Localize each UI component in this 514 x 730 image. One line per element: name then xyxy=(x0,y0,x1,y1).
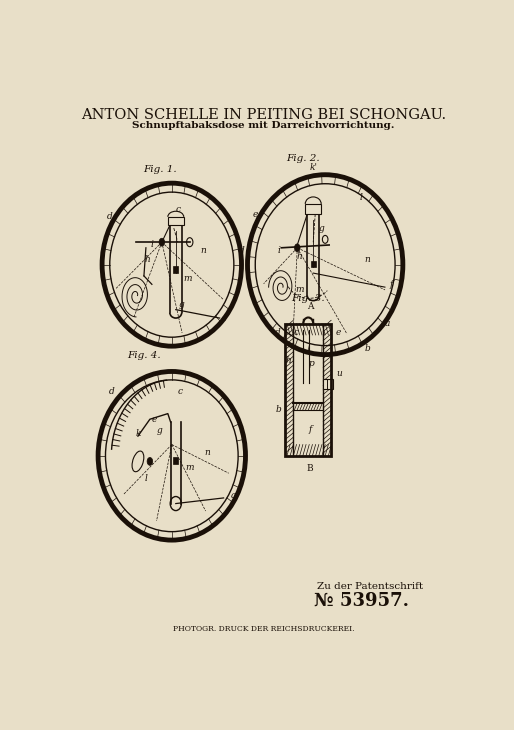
Text: d: d xyxy=(238,246,244,255)
Text: p: p xyxy=(308,358,314,367)
Text: h: h xyxy=(286,356,291,365)
Text: a: a xyxy=(221,314,226,323)
Bar xyxy=(285,323,331,456)
Text: n: n xyxy=(364,255,370,264)
Text: n: n xyxy=(205,448,211,458)
Bar xyxy=(311,261,316,267)
Circle shape xyxy=(159,238,164,246)
Text: k: k xyxy=(135,429,141,438)
Text: b: b xyxy=(364,345,370,353)
Text: c: c xyxy=(175,205,180,214)
Bar xyxy=(173,266,178,273)
Text: l: l xyxy=(360,193,362,201)
Text: Fig. 3.: Fig. 3. xyxy=(291,294,325,303)
Bar xyxy=(168,217,184,226)
Text: f: f xyxy=(309,425,312,434)
Text: m: m xyxy=(186,463,194,472)
Text: l: l xyxy=(144,474,148,483)
Circle shape xyxy=(295,244,300,252)
Text: B: B xyxy=(307,464,314,472)
Text: d: d xyxy=(107,212,113,221)
Text: i: i xyxy=(151,240,153,250)
Text: n: n xyxy=(201,246,207,255)
Circle shape xyxy=(147,458,153,465)
Text: PHOTOGR. DRUCK DER REICHSDRUCKEREI.: PHOTOGR. DRUCK DER REICHSDRUCKEREI. xyxy=(173,626,354,634)
Text: A: A xyxy=(307,302,314,311)
Text: № 53957.: № 53957. xyxy=(315,592,410,610)
Text: h: h xyxy=(145,255,151,264)
Text: a: a xyxy=(384,319,390,328)
Text: e: e xyxy=(151,415,157,423)
Text: d: d xyxy=(109,387,115,396)
Text: m: m xyxy=(295,285,304,294)
Text: Schnupftabaksdose mit Darreichvorrichtung.: Schnupftabaksdose mit Darreichvorrichtun… xyxy=(132,121,395,131)
Text: Zu der Patentschrift: Zu der Patentschrift xyxy=(317,583,424,591)
Text: g: g xyxy=(318,223,324,233)
Text: e: e xyxy=(253,210,258,218)
Text: Fig. 1.: Fig. 1. xyxy=(143,164,177,174)
Text: m: m xyxy=(183,274,192,283)
Bar xyxy=(173,458,178,464)
Bar xyxy=(305,204,321,214)
Text: g: g xyxy=(179,299,185,309)
Text: Fig. 4.: Fig. 4. xyxy=(127,351,161,360)
Text: i: i xyxy=(278,246,281,255)
Text: Fig. 2.: Fig. 2. xyxy=(286,155,320,164)
Text: h: h xyxy=(297,252,302,261)
Text: d: d xyxy=(276,328,281,337)
Text: ANTON SCHELLE IN PEITING BEI SCHONGAU.: ANTON SCHELLE IN PEITING BEI SCHONGAU. xyxy=(81,107,446,122)
Bar xyxy=(323,379,333,389)
Text: u: u xyxy=(336,369,342,378)
Text: c: c xyxy=(177,387,182,396)
Text: b: b xyxy=(276,405,281,414)
Text: f: f xyxy=(389,280,393,289)
Text: k': k' xyxy=(309,163,317,172)
Bar xyxy=(285,323,293,456)
Text: e: e xyxy=(336,328,341,337)
Text: a: a xyxy=(231,491,236,499)
Text: g: g xyxy=(157,426,163,435)
Text: c: c xyxy=(294,328,299,337)
